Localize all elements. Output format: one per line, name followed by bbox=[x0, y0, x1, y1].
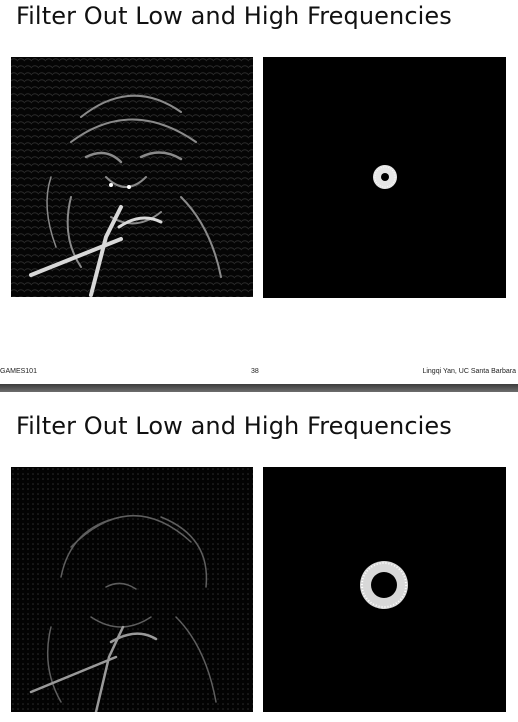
slide-divider bbox=[0, 384, 518, 392]
slide-title: Filter Out Low and High Frequencies bbox=[16, 412, 452, 440]
footer-course-name: GAMES101 bbox=[0, 368, 37, 375]
frequency-spectrum-mask-highband bbox=[263, 467, 506, 712]
footer-page-number: 38 bbox=[251, 368, 259, 375]
slide-39: Filter Out Low and High Frequencies bbox=[0, 392, 518, 722]
frequency-spectrum-mask-bandpass bbox=[263, 57, 506, 298]
slide-title: Filter Out Low and High Frequencies bbox=[16, 2, 452, 30]
filtered-image-bandpass bbox=[11, 57, 253, 297]
slide-38: Filter Out Low and High Frequencies bbox=[0, 2, 516, 375]
footer-author: Lingqi Yan, UC Santa Barbara bbox=[422, 368, 516, 375]
filtered-image-highband bbox=[11, 467, 253, 712]
